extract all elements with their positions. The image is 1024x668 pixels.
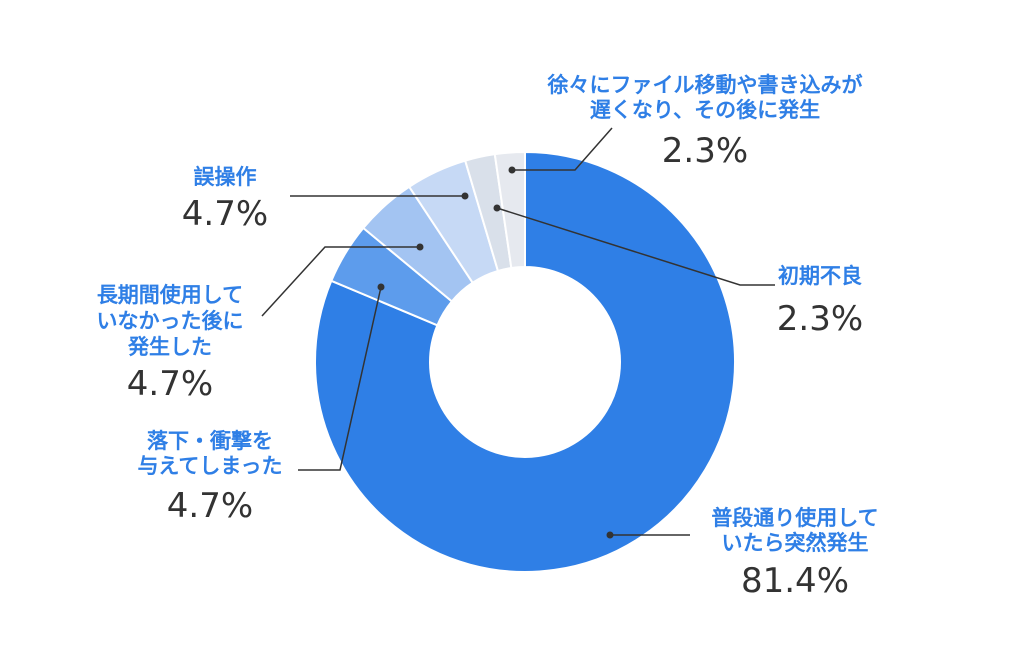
donut-slice: [493, 150, 526, 270]
category-label: 落下・衝撃を: [147, 429, 273, 453]
value-label: 4.7%: [167, 486, 253, 526]
value-label: 2.3%: [662, 131, 748, 171]
leader-line: [512, 127, 613, 171]
leader-line: [261, 246, 420, 317]
category-label: 与えてしまった: [137, 454, 282, 478]
leader-dot: [493, 204, 501, 212]
category-label: 発生した: [127, 335, 212, 359]
donut-slice: [314, 150, 736, 573]
category-label: 初期不良: [778, 264, 862, 288]
leader-dot: [606, 531, 614, 539]
value-label: 2.3%: [777, 299, 863, 339]
category-label: いなかった後に: [97, 309, 244, 333]
category-label: 長期間使用して: [97, 283, 243, 307]
value-label: 81.4%: [741, 561, 849, 601]
category-label: いたら突然発生: [722, 531, 869, 555]
leader-dot: [508, 166, 516, 174]
category-label: 普段通り使用して: [711, 506, 878, 530]
leader-dot: [377, 283, 385, 291]
category-label: 遅くなり、その後に発生: [590, 98, 820, 122]
leader-dot: [461, 192, 469, 200]
leader-line: [496, 207, 775, 286]
category-label: 徐々にファイル移動や書き込みが: [547, 73, 863, 97]
category-label: 誤操作: [194, 165, 257, 189]
leader-dot: [416, 243, 424, 251]
leader-line: [298, 286, 382, 471]
value-label: 4.7%: [182, 194, 268, 234]
value-label: 4.7%: [127, 364, 213, 404]
